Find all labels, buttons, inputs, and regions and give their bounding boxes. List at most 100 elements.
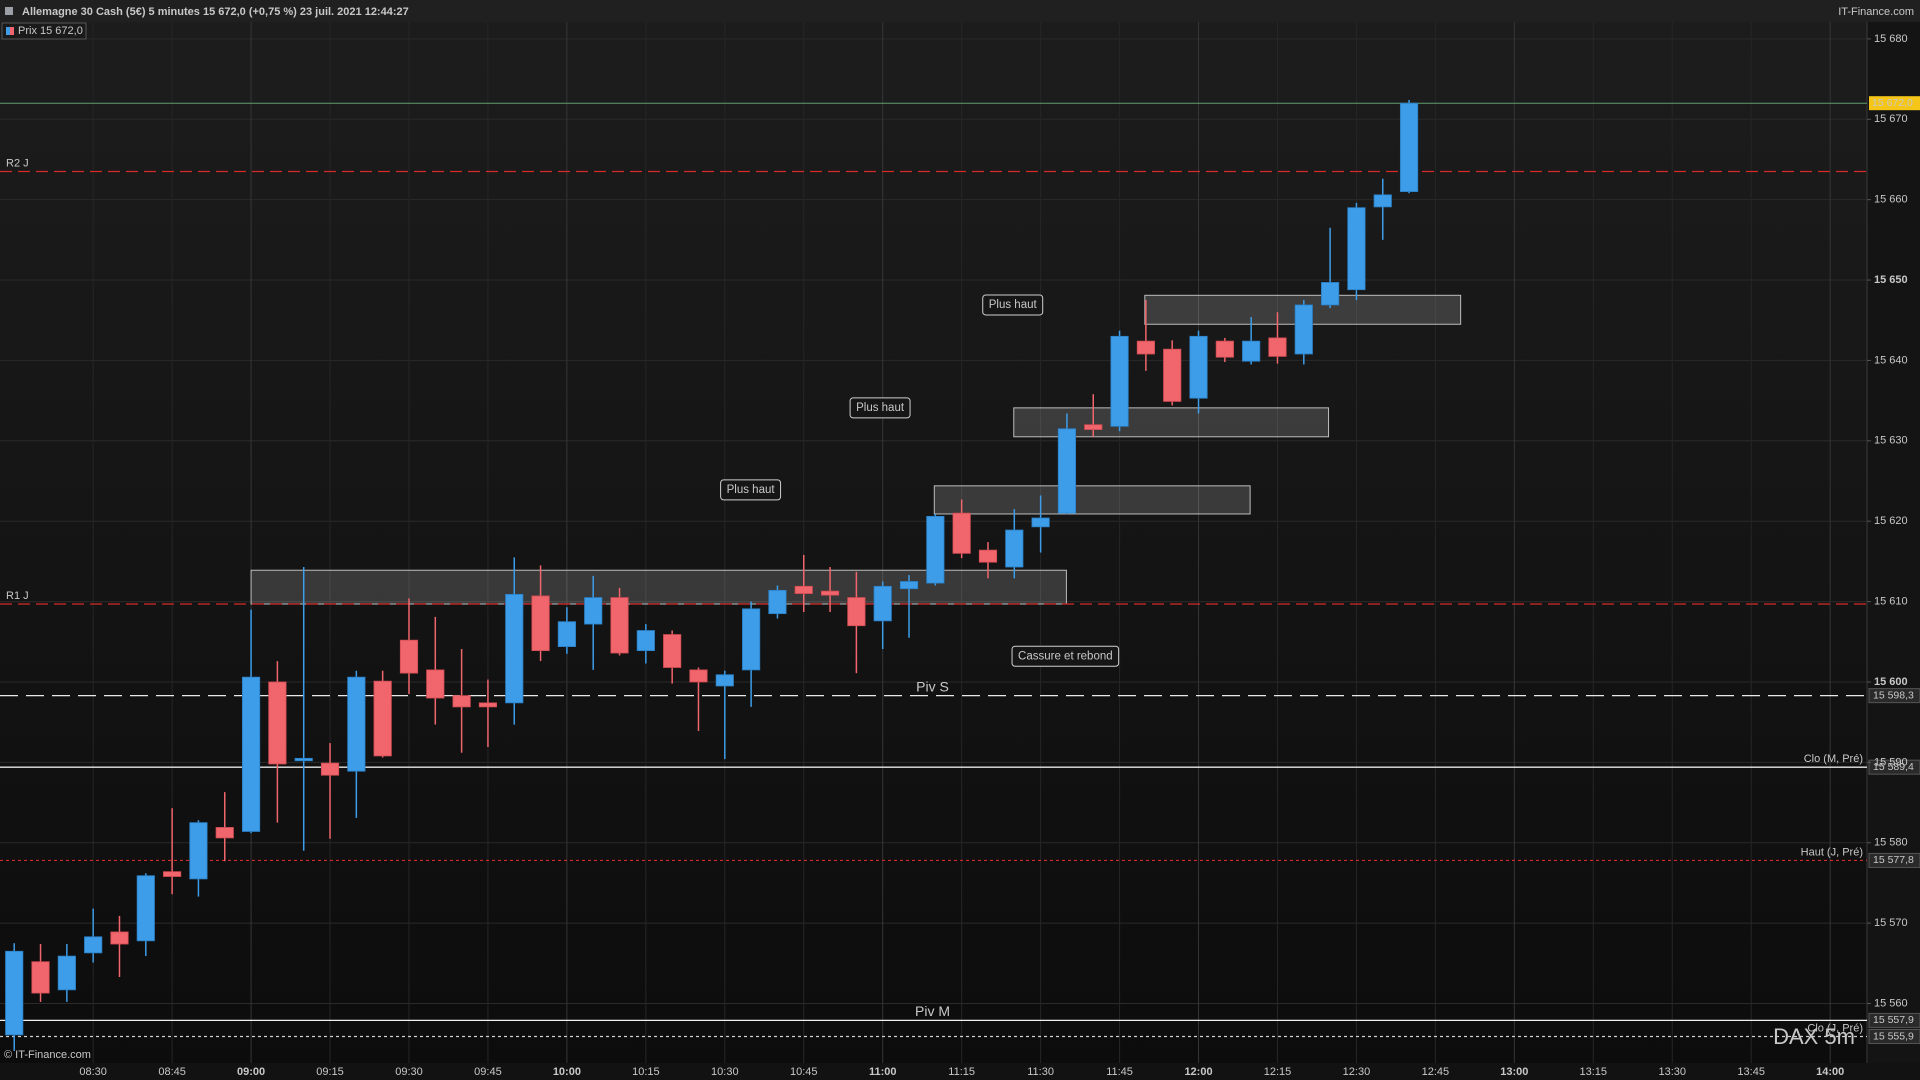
watermark: DAX 5m (1773, 1024, 1855, 1049)
candle-body (163, 871, 182, 877)
y-tick-label: 15 600 (1874, 676, 1908, 688)
candle-body (452, 695, 471, 708)
x-tick-label: 11:45 (1106, 1066, 1133, 1078)
x-tick-label: 11:30 (1027, 1066, 1054, 1078)
level-label: R1 J (6, 590, 29, 602)
level-label: Haut (J, Pré) (1801, 846, 1863, 858)
level-value-label: 15 555,9 (1873, 1030, 1914, 1042)
x-tick-label: 12:45 (1422, 1066, 1450, 1078)
candle-body (636, 630, 655, 652)
y-tick-label: 15 650 (1874, 274, 1908, 286)
y-tick-label: 15 570 (1874, 917, 1908, 929)
candle-body (899, 581, 919, 590)
candle-body (84, 936, 103, 954)
legend-label: Prix 15 672,0 (18, 25, 83, 37)
x-tick-label: 08:45 (158, 1066, 186, 1078)
candle-body (426, 669, 445, 699)
candle-body (1110, 335, 1129, 427)
annotation-text: Plus haut (856, 402, 905, 414)
header-bar (0, 0, 1920, 22)
level-value-box (1868, 852, 1920, 868)
annotations: Plus haut Plus haut Plus haut Cassure et re… (720, 294, 1120, 667)
candle-body (57, 955, 76, 991)
annotation-text: Plus haut (727, 484, 776, 496)
copyright: © IT-Finance.com (4, 1049, 91, 1061)
candle-body (1294, 304, 1313, 355)
level-value-box (1868, 1028, 1920, 1044)
candle-body (5, 950, 24, 1036)
level-value-label: 15 577,8 (1873, 854, 1914, 866)
candle-body (1189, 335, 1208, 399)
legend-box (1, 22, 87, 40)
annotation-text: Plus haut (989, 299, 1038, 311)
legend-swatch-up (6, 27, 10, 35)
candle-body (978, 549, 998, 563)
x-tick-label: 10:00 (553, 1066, 581, 1078)
x-tick-label: 09:30 (395, 1066, 423, 1078)
legend-swatch-down (10, 27, 14, 35)
level-value-label: 15 589,4 (1873, 761, 1914, 773)
level-value-box (1868, 688, 1920, 704)
candle-body (610, 597, 629, 654)
candle-body (399, 639, 419, 674)
candle-body (926, 515, 945, 584)
level-value-label: 15 557,9 (1873, 1014, 1914, 1026)
candle-body (215, 827, 234, 839)
candle-body (1084, 424, 1103, 430)
y-tick-label: 15 560 (1874, 997, 1908, 1009)
candle-body (136, 875, 155, 942)
level-label: Clo (J, Pré) (1807, 1022, 1863, 1034)
x-tick-label: 13:15 (1580, 1066, 1608, 1078)
candle-body (742, 608, 761, 671)
annotation-box (982, 294, 1044, 316)
candle-body (663, 634, 682, 668)
candle-body (347, 676, 366, 772)
y-tick-label: 15 610 (1874, 595, 1908, 607)
candle-body (1005, 529, 1024, 568)
zone (933, 485, 1251, 515)
annotation-box (849, 397, 911, 419)
level-value-box (1868, 759, 1920, 775)
x-tick-label: 09:00 (237, 1066, 265, 1078)
axes: 15 560 15 570 15 580 15 590 15 600 15 610 15 6… (79, 33, 1920, 1078)
y-tick-label: 15 630 (1874, 435, 1908, 447)
candle-body (478, 702, 498, 708)
candle-body (1347, 207, 1366, 291)
candle-body (557, 621, 576, 647)
candle-body (873, 585, 892, 622)
header-title: Allemagne 30 Cash (5€) 5 minutes 15 672,… (22, 6, 409, 18)
x-tick-label: 11:15 (948, 1066, 975, 1078)
time-axis-panel (0, 1063, 1920, 1080)
level-label: R2 J (6, 157, 29, 169)
candle-body (768, 589, 787, 615)
candle-body (1215, 340, 1234, 358)
candles (5, 99, 1419, 1051)
candle-body (1136, 340, 1155, 355)
y-tick-label: 15 580 (1874, 837, 1908, 849)
candle-body (1057, 428, 1077, 514)
level-label: Piv M (915, 1003, 950, 1019)
y-tick-label: 15 670 (1874, 113, 1908, 125)
last-price-box (1869, 96, 1920, 111)
candle-body (1399, 102, 1419, 193)
x-tick-label: 12:00 (1184, 1066, 1212, 1078)
y-tick-label: 15 590 (1874, 756, 1908, 768)
last-price-label: 15 672,0 (1872, 97, 1913, 109)
candle-body (110, 931, 129, 945)
levels: R2 J R1 J Piv S 15 598,3 Clo (M, Pré) 15 589,… (0, 102, 1920, 1044)
candle-body (320, 762, 340, 776)
candle-body (294, 757, 313, 762)
x-tick-label: 09:45 (474, 1066, 502, 1078)
candle-body (1268, 337, 1287, 357)
candle-body (241, 676, 261, 832)
x-tick-label: 13:30 (1658, 1066, 1686, 1078)
candle-body (1242, 340, 1261, 362)
level-value-label: 15 598,3 (1873, 689, 1914, 701)
annotation-box (720, 479, 782, 501)
candle-body (952, 512, 971, 554)
candle-body (847, 597, 866, 627)
candle-body (689, 669, 708, 683)
y-tick-label: 15 680 (1874, 33, 1908, 45)
